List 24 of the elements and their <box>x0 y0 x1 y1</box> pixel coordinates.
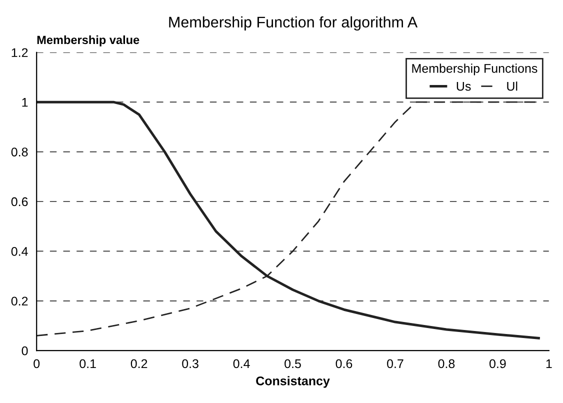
x-tick-label: 0.2 <box>130 359 148 368</box>
x-tick-label: 0.5 <box>284 359 301 368</box>
x-tick-label: 0.1 <box>80 359 96 368</box>
legend-title: Membership Functions <box>412 64 538 76</box>
y-tick-label: 0.2 <box>11 296 28 306</box>
x-axis-title: Consistancy <box>256 376 330 388</box>
y-axis-title: Membership value <box>37 35 140 46</box>
x-tick-label: 0.7 <box>387 359 404 368</box>
x-tick-label: 0 <box>34 359 40 368</box>
y-tick-label: 0 <box>22 346 28 356</box>
y-tick-label: 0.8 <box>11 148 28 156</box>
x-tick-label: 0.8 <box>438 359 455 368</box>
legend-label: Us <box>456 82 471 91</box>
y-tick-label: 1.2 <box>12 48 28 57</box>
y-tick-label: 0.4 <box>11 247 28 256</box>
x-tick-label: 0.4 <box>233 359 250 368</box>
y-tick-label: 1 <box>22 98 28 107</box>
chart-title: Membership Function for algorithm A <box>169 16 418 31</box>
x-tick-label: 0.6 <box>336 359 352 368</box>
legend-label: Ul <box>507 82 518 91</box>
x-tick-label: 0.3 <box>182 359 198 368</box>
x-tick-label: 0.9 <box>489 359 506 368</box>
x-tick-label: 1 <box>546 359 552 368</box>
y-tick-label: 0.6 <box>11 197 28 206</box>
